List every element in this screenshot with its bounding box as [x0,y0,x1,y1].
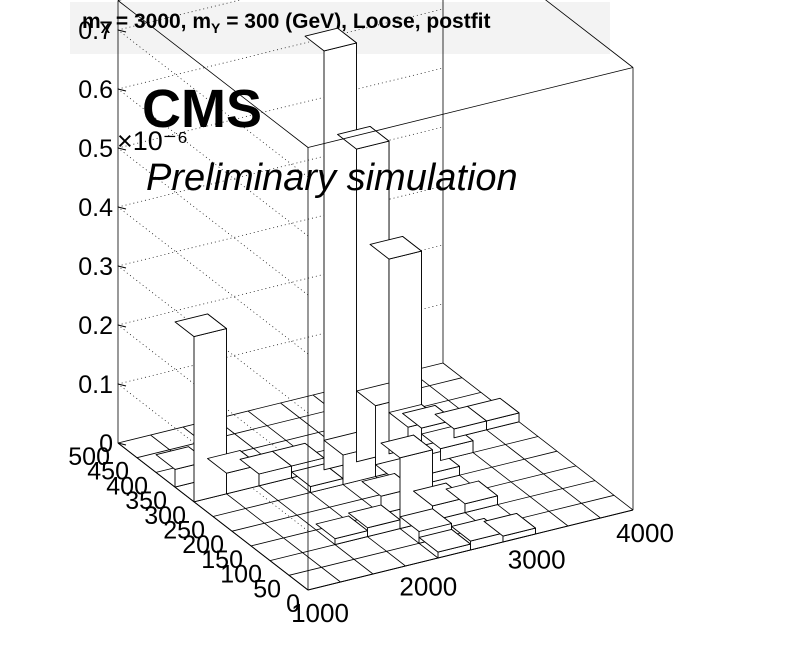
chart-title: mX = 3000, mY = 300 (GeV), Loose, postfi… [82,10,491,36]
z-tick-mark [117,29,127,33]
y-tick-label: 300 [144,502,186,530]
bar-top [315,515,368,540]
tick-layer: 00.10.20.30.40.50.60.7100020003000400005… [68,17,674,628]
y-tick-label: 450 [87,458,129,486]
x-tick-label: 3000 [508,545,566,575]
bar-top [418,528,471,553]
bar-top [304,27,357,52]
z-tick-label: 0.5 [78,135,113,163]
bar-top [467,397,520,422]
y-tick-label: 250 [163,517,205,545]
preliminary-label: Preliminary simulation [146,157,518,199]
bar-top [348,504,401,529]
y-tick-label: 400 [106,472,148,500]
z-tick-mark [117,88,127,92]
y-tick-label: 100 [220,561,262,589]
bar-16 [348,504,401,538]
bar-top [380,434,433,459]
z-tick-mark [117,147,127,151]
bar-24 [445,480,498,514]
z-tick-mark [117,442,127,446]
axis-line [307,509,634,591]
z-tick-label: 0.2 [78,312,113,340]
z-tick-label: 0 [99,430,113,458]
frame-edge [545,0,634,68]
bar-layer [155,27,536,559]
bar-25 [418,528,471,559]
bar-26 [451,517,504,551]
z-tick-label: 0.6 [78,76,113,104]
y-tick-label: 150 [201,546,243,574]
y-tick-label: 50 [253,575,281,603]
frame-edge [117,0,309,148]
bar-top [445,480,498,505]
y-tick-label: 0 [286,590,300,618]
bar-front [193,328,227,503]
bar-6 [304,27,357,471]
z-tick-mark [117,324,127,328]
z-tick-mark [117,383,127,387]
bar-27 [483,512,536,543]
x-tick-label: 4000 [616,518,674,548]
bar-top [483,512,536,537]
z-tick-label: 0.3 [78,253,113,281]
bar-top [174,313,227,338]
bar-top [402,404,455,429]
bar-11 [315,515,368,546]
bar-21 [467,397,520,431]
bar-top [369,235,422,260]
bar-top [399,508,452,532]
bar-top [207,450,260,474]
bar-10 [369,235,422,455]
axis-line [117,442,309,591]
z-tick-label: 0.1 [78,371,113,399]
frame-edge [117,0,122,1]
cms-label: CMS [142,79,262,139]
frame-edge [307,67,634,148]
x-tick-label: 2000 [399,571,457,601]
z-exponent-label: ×10⁻⁶ [117,126,188,156]
x-tick-label: 1000 [291,598,349,628]
bar-8 [337,125,390,463]
bar-front [323,42,357,471]
bar-top [272,442,325,467]
y-tick-label: 500 [68,443,110,471]
z-tick-mark [117,265,127,269]
y-tick-label: 350 [125,487,167,515]
y-tick-label: 200 [182,531,224,559]
z-tick-label: 0.7 [78,17,113,45]
frame-layer [117,0,634,591]
bar-top [337,125,390,150]
z-tick-mark [117,206,127,210]
z-tick-label: 0.4 [78,194,113,222]
